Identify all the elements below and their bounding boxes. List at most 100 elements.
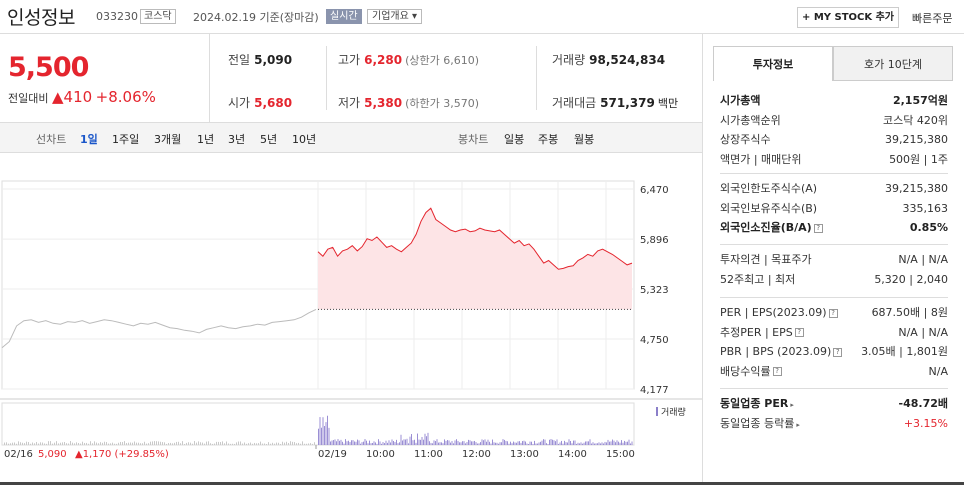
volume-bar <box>343 443 345 445</box>
company-overview-dropdown[interactable]: 기업개요 ▾ <box>367 9 422 24</box>
volume-bar <box>402 440 403 445</box>
volume-bar <box>447 440 448 445</box>
help-icon[interactable]: ? <box>828 308 838 318</box>
prev-day-close: 5,090 <box>38 449 67 460</box>
volume-bar <box>598 442 600 445</box>
volume-bar <box>525 441 526 445</box>
volume-bar <box>580 442 582 445</box>
x-tick: 15:00 <box>606 449 635 460</box>
volume-bar <box>300 443 301 445</box>
stock-code: 033230 <box>96 10 138 23</box>
volume-bar <box>224 443 225 445</box>
volume-bar <box>56 441 57 445</box>
tab-monthly[interactable]: 월봉 <box>574 133 595 146</box>
volume-legend-swatch <box>656 407 658 416</box>
volume-bar <box>168 443 169 445</box>
volume-bar <box>314 442 315 445</box>
volume-bar <box>481 439 483 445</box>
volume-bar <box>487 439 489 445</box>
volume-bar <box>360 443 361 445</box>
volume-bar <box>540 441 541 445</box>
volume-bar <box>631 441 633 445</box>
volume-bar <box>384 443 385 445</box>
tab-5year[interactable]: 5년 <box>260 133 278 146</box>
volume-bar <box>420 439 421 445</box>
tab-1year[interactable]: 1년 <box>197 133 215 146</box>
volume-bar <box>468 439 469 445</box>
volume-bar <box>16 443 17 445</box>
help-icon[interactable]: ? <box>833 347 843 357</box>
volume-bar <box>504 439 505 445</box>
volume-bar <box>337 439 339 445</box>
volume-bar <box>574 440 576 445</box>
volume-bar <box>164 442 165 445</box>
x-tick: 11:00 <box>414 449 443 460</box>
volume-bar <box>198 441 199 445</box>
volume-bar <box>532 443 534 445</box>
volume-bar <box>340 439 342 445</box>
x-tick: 02/16 <box>4 449 33 460</box>
divider <box>326 46 327 110</box>
help-icon[interactable]: ? <box>772 367 782 376</box>
tab-invest-info[interactable]: 투자정보 <box>713 46 833 81</box>
quick-order-link[interactable]: 빠른주문 <box>912 12 953 25</box>
info-label: 액면가 | 매매단위 <box>720 152 802 166</box>
info-value: 5,320 | 2,040 <box>874 272 948 286</box>
volume-bar <box>232 443 233 445</box>
volume-bar <box>534 440 535 445</box>
tab-1week[interactable]: 1주일 <box>112 133 140 146</box>
volume-bar <box>370 443 372 445</box>
chevron-right-icon[interactable]: ▸ <box>796 420 800 429</box>
volume-stat: 거래량 98,524,834 <box>552 53 666 67</box>
price-chart[interactable]: 6,470 5,896 5,323 4,750 4,177 거래량 <box>0 153 702 465</box>
tab-weekly[interactable]: 주봉 <box>538 133 559 146</box>
x-tick: 02/19 <box>318 449 347 460</box>
volume-bar <box>172 443 173 445</box>
volume-bar <box>192 443 193 445</box>
volume-bar <box>216 441 217 445</box>
tab-daily[interactable]: 일봉 <box>504 133 525 146</box>
tab-10year[interactable]: 10년 <box>292 133 317 146</box>
volume-bar <box>472 441 474 445</box>
realtime-button[interactable]: 실시간 <box>326 9 362 24</box>
volume-bar <box>409 436 411 445</box>
volume-bar <box>258 443 259 445</box>
info-label: 추정PER | EPS <box>720 325 793 339</box>
volume-bar <box>60 442 61 445</box>
volume-bar <box>595 443 597 445</box>
chevron-right-icon[interactable]: ▸ <box>790 401 794 409</box>
volume-bar <box>328 427 330 445</box>
volume-bar <box>450 442 451 445</box>
help-icon[interactable]: ? <box>813 223 823 233</box>
volume-bar <box>30 443 31 445</box>
volume-bar <box>156 441 157 445</box>
info-label: 외국인한도주식수(A) <box>720 182 818 195</box>
tab-quote-10[interactable]: 호가 10단계 <box>833 46 953 81</box>
line-chart-label: 선차트 <box>36 133 67 146</box>
volume-bar <box>363 441 364 445</box>
volume-bar <box>432 443 433 445</box>
volume-bar <box>154 441 155 445</box>
volume-bar <box>86 442 87 445</box>
volume-bar <box>349 442 351 445</box>
volume-bar <box>609 441 610 445</box>
volume-bar <box>26 441 27 445</box>
tab-3month[interactable]: 3개월 <box>154 133 182 146</box>
volume-bar <box>298 442 299 445</box>
volume-bar <box>208 441 209 445</box>
tab-3year[interactable]: 3년 <box>228 133 246 146</box>
volume-bar <box>379 441 381 445</box>
help-icon[interactable]: ? <box>794 328 804 337</box>
volume-bar <box>88 443 89 445</box>
volume-bar <box>390 442 391 445</box>
info-label: PER | EPS(2023.09) <box>720 306 827 319</box>
volume-bar <box>304 443 305 445</box>
volume-bar <box>366 440 367 445</box>
volume-bar <box>126 443 127 445</box>
volume-bar <box>438 442 439 445</box>
tab-1day[interactable]: 1일 <box>80 133 98 146</box>
volume-bar <box>585 441 586 445</box>
volume-bar <box>502 439 504 445</box>
volume-bar <box>469 440 471 445</box>
my-stock-add-button[interactable]: + MY STOCK 추가 <box>797 7 899 28</box>
